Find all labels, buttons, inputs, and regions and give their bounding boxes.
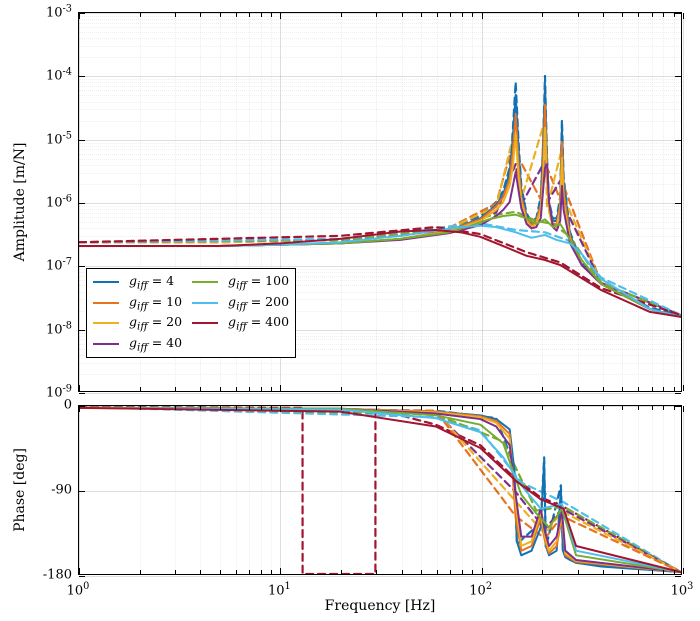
legend-label-g4: giff = 4: [129, 273, 182, 292]
ytick-label: 10-6: [46, 193, 72, 210]
ylabel-magnitude: Amplitude [m/N]: [12, 143, 28, 262]
legend-label-g400: giff = 400: [228, 314, 289, 333]
ytick-label: 10-5: [46, 130, 72, 147]
legend-swatch-g10: [93, 302, 119, 304]
legend-label-g200: giff = 200: [228, 294, 289, 313]
legend-swatch-g400: [192, 322, 218, 324]
xlabel-frequency: Frequency [Hz]: [325, 598, 436, 614]
phase-panel: [78, 405, 682, 575]
legend-swatch-g40: [93, 343, 119, 345]
ytick-label: -180: [43, 568, 72, 583]
series-legend: giff = 4giff = 100giff = 10giff = 200gif…: [86, 268, 296, 358]
legend-label-g10: giff = 10: [129, 294, 182, 313]
ytick-label: 0: [64, 398, 72, 413]
phase-curves: [79, 406, 681, 574]
xtick-label: 103: [671, 581, 694, 598]
legend-label-g20: giff = 20: [129, 314, 182, 333]
ytick-label: -90: [51, 483, 72, 498]
ytick-label: 10-4: [46, 67, 72, 84]
legend-swatch-g4: [93, 281, 119, 283]
ytick-label: 10-8: [46, 320, 72, 337]
legend-swatch-g20: [93, 322, 119, 324]
ytick-label: 10-7: [46, 257, 72, 274]
ytick-label: 10-3: [46, 3, 72, 20]
legend-label-g100: giff = 100: [228, 273, 289, 292]
bode-figure: Amplitude [m/N] Phase [deg] Frequency [H…: [0, 0, 700, 621]
legend-label-g40: giff = 40: [129, 335, 182, 354]
ylabel-phase: Phase [deg]: [12, 448, 28, 532]
xtick-label: 102: [469, 581, 492, 598]
legend-swatch-g100: [192, 281, 218, 283]
xtick-label: 100: [67, 581, 90, 598]
legend-swatch-g200: [192, 302, 218, 304]
xtick-label: 101: [268, 581, 291, 598]
